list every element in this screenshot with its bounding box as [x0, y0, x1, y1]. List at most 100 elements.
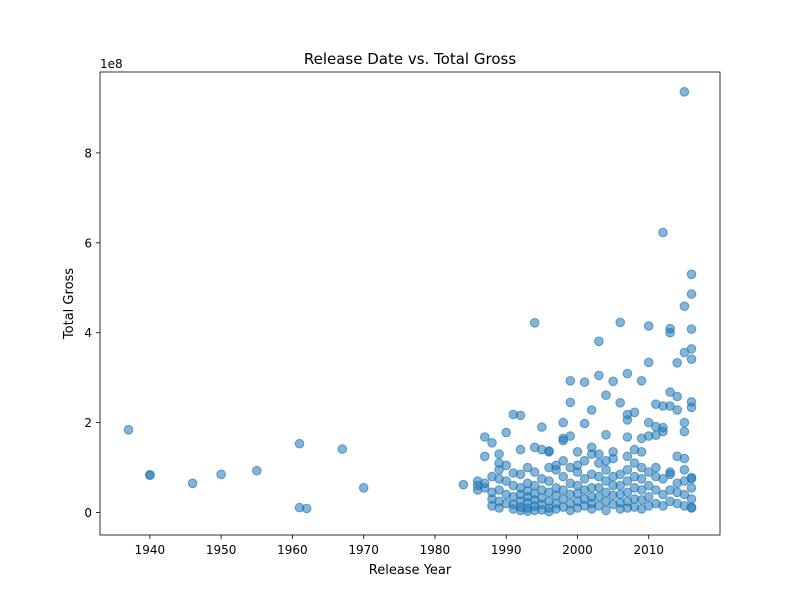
x-tick-label: 1980	[420, 543, 451, 557]
data-point	[686, 483, 697, 493]
data-point	[601, 476, 611, 486]
data-point	[572, 447, 583, 457]
data-point	[594, 471, 604, 482]
ticks-layer: 1940 1950 1960 1970 1980 1990 2000 2010 0 2 4 6 8	[84, 146, 664, 557]
data-point	[686, 494, 697, 504]
data-point	[544, 476, 554, 486]
data-point	[294, 438, 305, 449]
x-tick-label: 2000	[562, 543, 593, 557]
data-point	[622, 451, 633, 462]
y-offset-text: 1e8	[100, 57, 123, 71]
data-point	[679, 426, 690, 437]
y-tick-label: 6	[84, 236, 92, 250]
data-point	[608, 376, 618, 387]
data-point	[665, 387, 675, 397]
data-point	[558, 417, 569, 428]
data-point	[601, 505, 611, 516]
data-point	[586, 405, 597, 415]
data-point	[572, 467, 583, 477]
data-point	[679, 489, 690, 500]
data-point	[665, 401, 675, 411]
data-point	[601, 430, 611, 440]
data-point	[579, 474, 590, 484]
y-tick-label: 2	[84, 416, 92, 430]
data-point	[643, 321, 654, 331]
data-point	[629, 458, 640, 468]
x-axis-label: Release Year	[369, 563, 452, 578]
data-point	[686, 344, 697, 354]
data-point	[622, 368, 633, 379]
data-point	[145, 470, 155, 481]
data-point	[601, 390, 611, 401]
data-point	[643, 357, 654, 368]
x-tick-label: 1940	[135, 543, 166, 557]
data-point	[622, 465, 633, 475]
data-point	[686, 503, 697, 513]
data-point	[651, 485, 661, 495]
data-point	[622, 432, 633, 442]
data-point	[636, 462, 647, 473]
data-point	[529, 467, 540, 477]
data-point	[629, 407, 640, 418]
data-point	[565, 376, 576, 386]
data-point	[686, 269, 697, 280]
data-point	[615, 398, 626, 408]
data-point	[544, 447, 554, 457]
data-point	[501, 460, 512, 471]
data-point	[187, 478, 198, 489]
data-point	[686, 402, 697, 413]
data-point	[601, 465, 611, 475]
y-tick-label: 0	[84, 506, 92, 520]
data-point	[522, 462, 533, 473]
data-point	[494, 449, 504, 459]
data-point	[594, 336, 604, 347]
data-point	[686, 324, 697, 334]
data-point	[672, 358, 683, 368]
plot-area-frame	[99, 71, 721, 536]
data-point	[301, 503, 312, 514]
data-point	[615, 469, 626, 480]
data-point	[594, 370, 604, 381]
data-point	[679, 453, 690, 464]
data-point	[558, 471, 569, 482]
x-tick-label: 1950	[206, 543, 237, 557]
data-point	[494, 503, 504, 513]
data-point	[622, 415, 633, 425]
data-point	[615, 317, 626, 328]
x-tick-label: 1990	[491, 543, 522, 557]
data-point	[672, 391, 683, 402]
data-point	[515, 469, 526, 480]
data-point	[636, 447, 647, 457]
data-point	[686, 289, 697, 299]
chart-title: Release Date vs. Total Gross	[304, 50, 516, 68]
data-point	[686, 354, 697, 365]
y-tick-label: 4	[84, 326, 92, 340]
data-point	[679, 87, 690, 97]
y-axis-label: Total Gross	[62, 268, 77, 340]
data-point	[480, 451, 490, 462]
points-layer	[123, 87, 697, 517]
data-point	[565, 397, 576, 408]
data-point	[608, 453, 618, 464]
data-point	[501, 476, 512, 486]
data-point	[636, 376, 647, 386]
data-point	[480, 432, 490, 442]
data-point	[551, 465, 561, 475]
data-point	[251, 465, 262, 476]
data-point	[651, 462, 661, 473]
data-point	[622, 476, 633, 486]
data-point	[529, 318, 540, 328]
data-point	[558, 456, 569, 466]
data-point	[558, 435, 569, 446]
data-point	[679, 417, 690, 428]
data-point	[643, 480, 654, 491]
data-point	[643, 492, 654, 502]
data-point	[458, 479, 469, 490]
data-point	[358, 483, 369, 493]
data-point	[123, 425, 134, 435]
x-tick-label: 1960	[277, 543, 308, 557]
data-point	[636, 474, 647, 484]
data-point	[565, 431, 576, 441]
data-point	[515, 410, 526, 421]
